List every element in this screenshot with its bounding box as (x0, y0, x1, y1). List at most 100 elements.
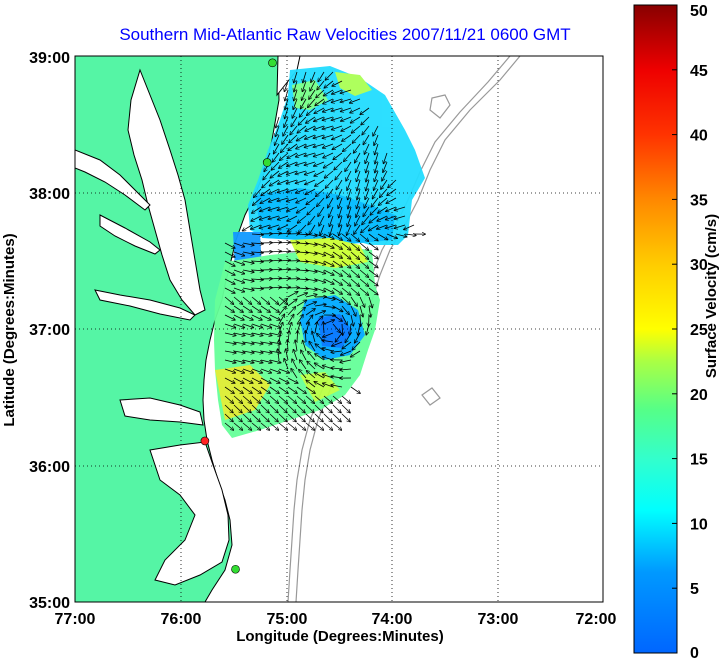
x-tick-label: 75:00 (267, 611, 308, 628)
velocity-arrow (224, 323, 235, 328)
velocity-arrow (251, 395, 260, 403)
velocity-arrow (323, 413, 332, 422)
velocity-arrow (341, 89, 352, 93)
velocity-arrow (333, 152, 343, 160)
velocity-arrow (251, 359, 263, 363)
velocity-arrow (358, 323, 360, 335)
velocity-arrow (279, 161, 289, 168)
velocity-arrow (233, 422, 242, 430)
colorbar-tick-label: 5 (690, 581, 699, 598)
velocity-arrow (278, 368, 289, 373)
y-tick-label: 38:00 (29, 186, 70, 203)
velocity-arrow (341, 107, 352, 112)
velocity-arrow (330, 224, 334, 236)
velocity-arrow (348, 188, 352, 200)
velocity-arrow (350, 314, 353, 326)
velocity-arrow (294, 80, 298, 92)
velocity-arrow (291, 369, 298, 379)
velocity-arrow (233, 342, 245, 344)
velocity-arrow (224, 413, 233, 422)
velocity-arrow (323, 422, 332, 430)
velocity-arrow (342, 323, 343, 335)
velocity-arrow (374, 170, 379, 181)
velocity-arrow (298, 215, 307, 223)
map-frame (74, 55, 604, 603)
velocity-arrow (287, 188, 298, 192)
velocity-arrow (269, 260, 281, 261)
velocity-arrow (305, 413, 314, 422)
velocity-arrow (269, 233, 281, 234)
velocity-arrow (242, 386, 252, 393)
velocity-arrow (224, 359, 236, 363)
velocity-arrow (233, 305, 243, 312)
velocity-arrow (328, 197, 334, 208)
james-river (94, 289, 196, 321)
velocity-arrow (304, 152, 316, 156)
velocity-arrow (294, 89, 298, 101)
y-tick-label: 36:00 (29, 459, 70, 476)
velocity-arrow (269, 332, 281, 336)
velocity-arrow (224, 305, 234, 312)
velocity-arrow (364, 197, 370, 208)
velocity-arrow (233, 242, 244, 247)
velocity-arrow (323, 395, 332, 403)
velocity-arrow (260, 404, 269, 413)
velocity-arrow (382, 170, 388, 181)
velocity-arrow (233, 368, 244, 373)
velocity-arrow (375, 143, 379, 155)
velocity-arrow (296, 188, 307, 193)
velocity-arrow (350, 287, 359, 295)
velocity-arrow (233, 395, 242, 403)
velocity-arrow (251, 323, 262, 328)
velocity-arrow (369, 224, 379, 231)
velocity-arrow (224, 314, 235, 320)
velocity-arrow (305, 309, 315, 316)
velocity-arrow (315, 322, 317, 334)
velocity-arrow (316, 89, 325, 98)
velocity-arrow (243, 224, 253, 231)
velocity-arrow (368, 287, 378, 295)
velocity-arrow (224, 377, 235, 383)
velocity-arrow (343, 143, 352, 151)
velocity-arrow (305, 295, 317, 298)
velocity-arrow (285, 98, 289, 110)
velocity-arrow (341, 314, 347, 325)
velocity-arrow (278, 242, 290, 243)
velocity-arrow (312, 331, 316, 343)
velocity-arrow (314, 152, 325, 157)
map-grid (75, 56, 603, 602)
velocity-arrow (260, 377, 271, 383)
velocity-arrow (269, 251, 281, 252)
velocity-arrow (327, 188, 334, 198)
y-tick-label: 35:00 (29, 595, 70, 612)
velocity-arrow (291, 116, 298, 126)
velocity-arrow (368, 269, 378, 277)
velocity-arrow (251, 342, 263, 344)
velocity-arrow (306, 380, 316, 388)
velocity-arrow (322, 340, 334, 342)
velocity-arrow (305, 161, 316, 165)
velocity-arrow (306, 197, 316, 205)
velocity-arrow (314, 278, 325, 283)
y-axis: 35:00 36:00 37:00 38:00 39:00 Latitude (… (1, 50, 70, 612)
velocity-arrow (278, 395, 287, 403)
velocity-arrow (289, 134, 298, 143)
velocity-arrow (242, 270, 254, 272)
velocity-arrow (355, 152, 361, 163)
velocity-arrow (297, 134, 307, 141)
velocity-arrow (368, 260, 378, 268)
velocity-arrow (332, 323, 340, 332)
velocity-arrow (284, 80, 289, 91)
velocity-arrow (296, 243, 308, 244)
velocity-arrow (309, 89, 316, 99)
velocity-arrow (384, 152, 388, 163)
y-axis-label: Latitude (Degrees:Minutes) (1, 233, 18, 426)
velocity-arrow (302, 89, 307, 100)
velocity-arrow (287, 197, 298, 202)
velocity-arrow (370, 206, 379, 215)
velocity-arrow (287, 307, 295, 316)
velocity-arrow (303, 71, 307, 83)
velocity-arrow (341, 287, 351, 295)
velocity-arrow (369, 305, 371, 317)
velocity-arrow (253, 197, 262, 205)
